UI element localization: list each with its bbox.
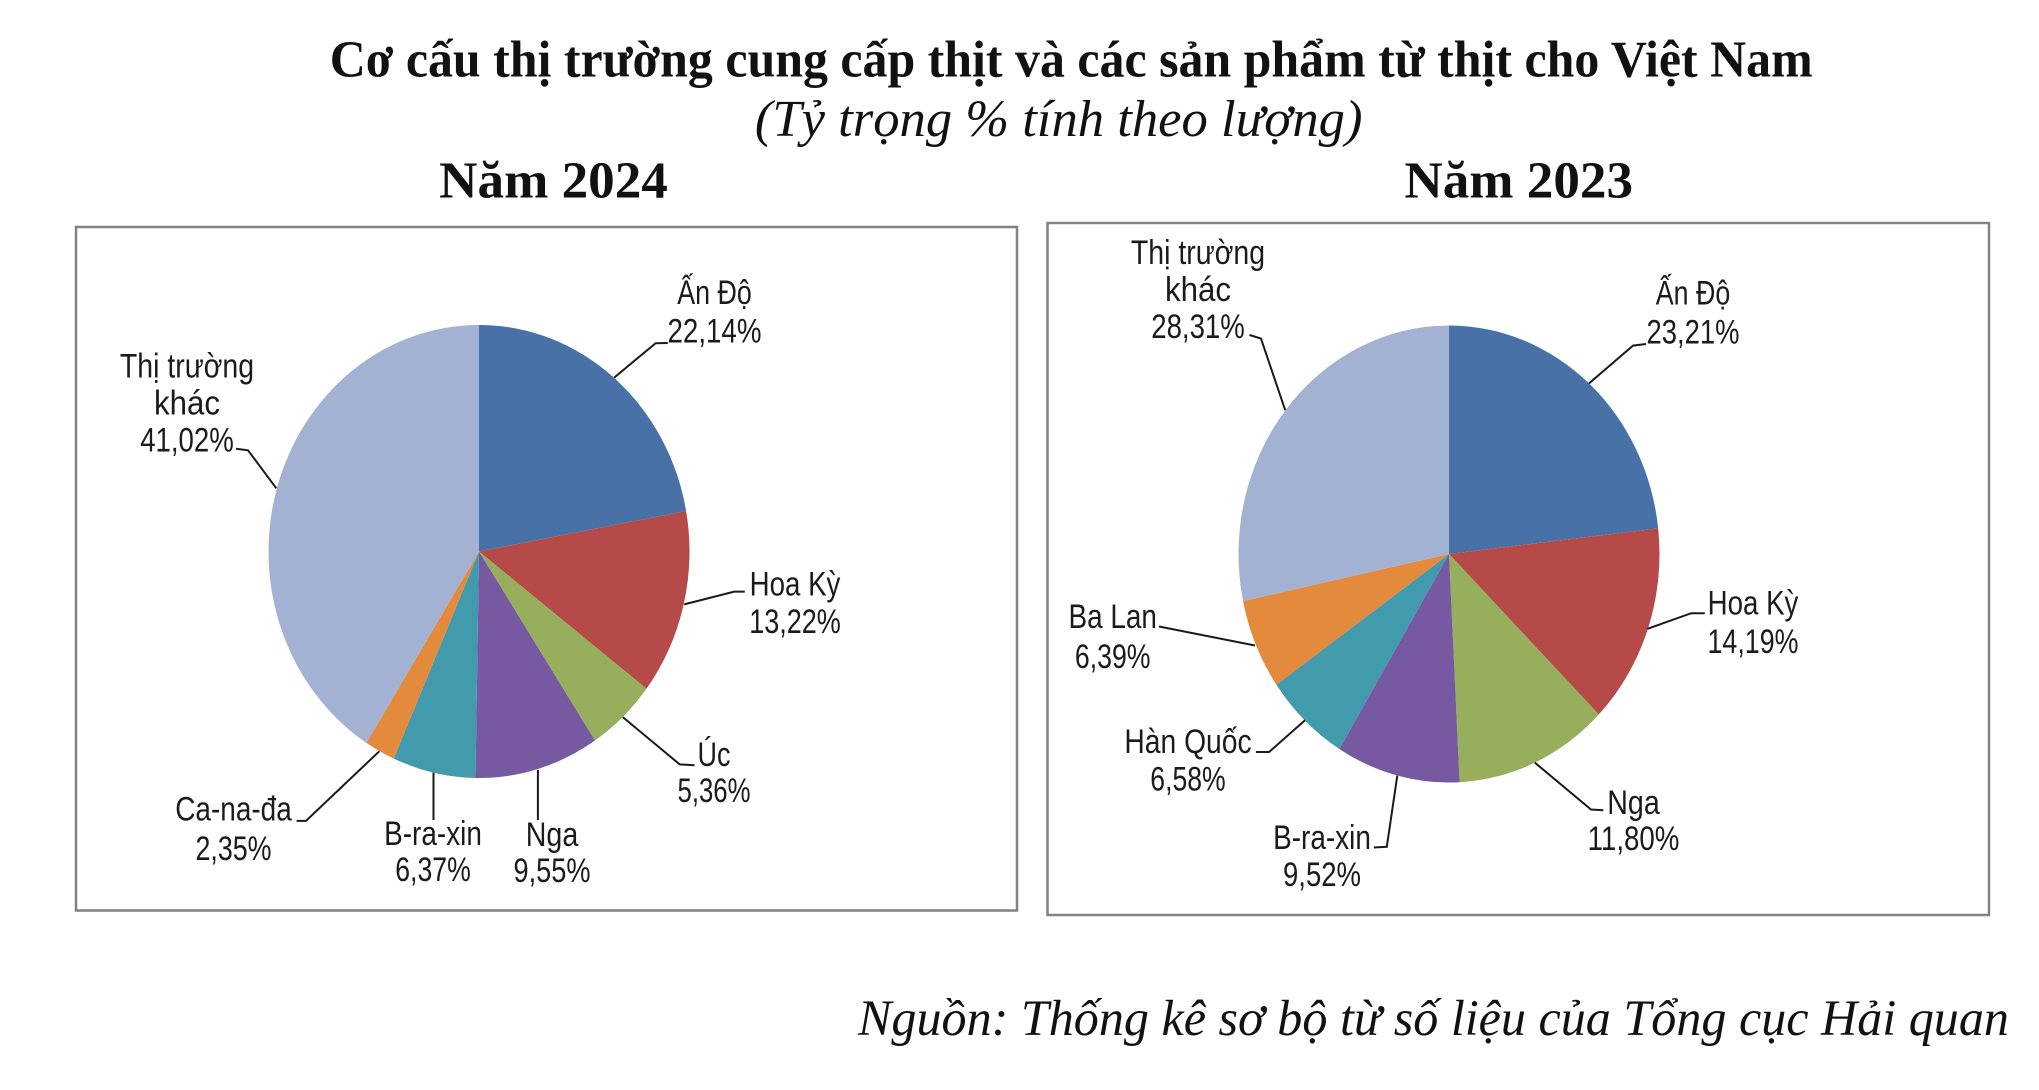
svg-text:Hoa Kỳ: Hoa Kỳ [750, 566, 841, 604]
svg-text:Năm 2023: Năm 2023 [1404, 153, 1633, 210]
svg-text:khác: khác [1165, 271, 1231, 309]
svg-text:11,80%: 11,80% [1588, 820, 1680, 858]
svg-text:Thị trường: Thị trường [120, 348, 254, 386]
svg-text:14,19%: 14,19% [1708, 623, 1799, 661]
svg-text:5,36%: 5,36% [678, 772, 751, 810]
svg-text:(Tỷ trọng % tính theo lượng): (Tỷ trọng % tính theo lượng) [755, 91, 1363, 148]
svg-text:Nguồn: Thống kê sơ bộ từ số li: Nguồn: Thống kê sơ bộ từ số liệu của Tổn… [857, 990, 2009, 1046]
svg-text:khác: khác [154, 385, 220, 423]
svg-text:Nga: Nga [1607, 784, 1660, 822]
svg-text:Ca-na-đa: Ca-na-đa [175, 791, 292, 829]
svg-text:Thị trường: Thị trường [1131, 234, 1265, 272]
svg-text:9,55%: 9,55% [514, 852, 591, 890]
svg-text:B-ra-xin: B-ra-xin [384, 815, 482, 853]
svg-text:2,35%: 2,35% [196, 830, 272, 868]
svg-text:B-ra-xin: B-ra-xin [1273, 819, 1371, 857]
svg-text:Úc: Úc [698, 736, 731, 774]
svg-text:Năm 2024: Năm 2024 [439, 152, 668, 209]
svg-text:6,39%: 6,39% [1075, 638, 1151, 676]
svg-text:Ấn Độ: Ấn Độ [677, 274, 752, 312]
svg-text:Cơ cấu thị trường cung cấp thị: Cơ cấu thị trường cung cấp thịt và các s… [330, 31, 1813, 88]
svg-text:41,02%: 41,02% [140, 422, 234, 460]
svg-text:22,14%: 22,14% [668, 312, 762, 350]
svg-text:28,31%: 28,31% [1151, 308, 1244, 346]
svg-text:Ba Lan: Ba Lan [1069, 598, 1157, 636]
svg-text:9,52%: 9,52% [1283, 856, 1361, 894]
svg-text:13,22%: 13,22% [749, 603, 841, 641]
svg-text:6,37%: 6,37% [395, 851, 471, 889]
svg-text:6,58%: 6,58% [1150, 761, 1225, 799]
svg-text:Ấn Độ: Ấn Độ [1656, 275, 1731, 313]
svg-text:Hoa Kỳ: Hoa Kỳ [1708, 584, 1799, 622]
svg-text:Nga: Nga [526, 816, 579, 854]
svg-text:23,21%: 23,21% [1647, 314, 1740, 352]
svg-text:Hàn Quốc: Hàn Quốc [1124, 723, 1251, 761]
